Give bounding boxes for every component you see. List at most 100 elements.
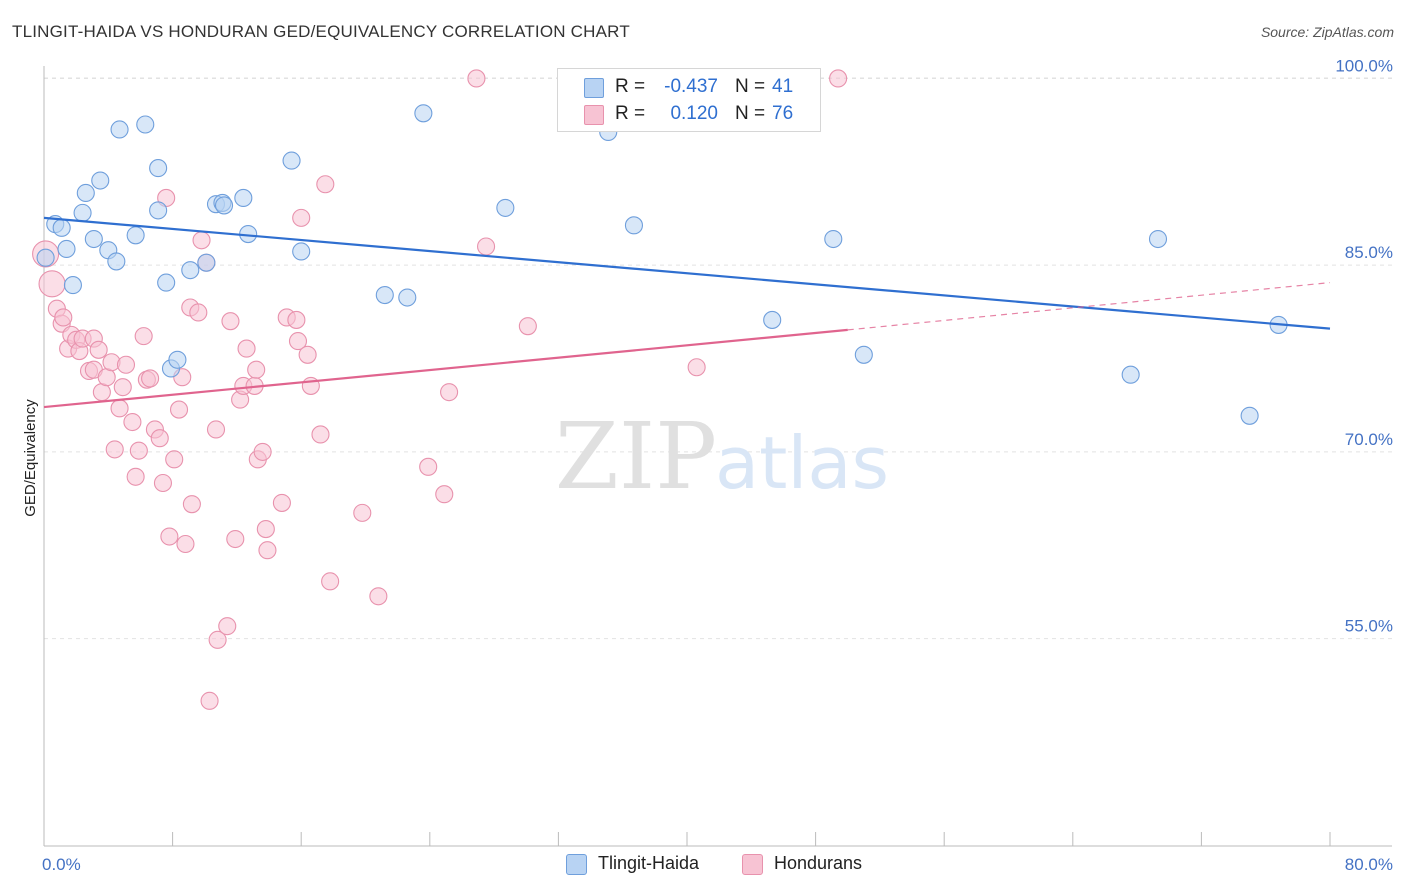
blue-swatch — [584, 78, 604, 98]
hondurans-point — [253, 442, 272, 461]
hondurans-point — [160, 527, 179, 546]
hondurans-point — [440, 383, 459, 402]
hondurans-point — [247, 360, 266, 379]
y-axis-title: GED/Equivalency — [22, 399, 39, 517]
gridlines — [44, 77, 1392, 640]
tlingit-haida-point — [824, 229, 843, 249]
hondurans-trend-extension — [847, 281, 1331, 331]
hondurans-point — [256, 520, 275, 539]
tlingit-haida-point — [624, 216, 644, 235]
tlingit-haida-point — [107, 252, 126, 271]
hondurans-point — [129, 441, 148, 460]
tlingit-haida-point — [76, 183, 95, 203]
hondurans-point — [113, 378, 132, 397]
hondurans-point — [200, 691, 219, 710]
hondurans-point — [221, 312, 240, 331]
tlingit-haida-point — [763, 310, 782, 329]
n-value: 76 — [772, 103, 794, 124]
legend-label: Hondurans — [774, 853, 863, 873]
n-value: 41 — [772, 76, 794, 97]
blue-swatch — [566, 854, 587, 875]
r-label: R = — [615, 76, 646, 97]
hondurans-point — [92, 383, 111, 402]
hondurans-point — [316, 175, 335, 194]
tlingit-haida-point — [157, 273, 176, 292]
axes — [43, 66, 1392, 847]
y-tick-label: 55.0% — [1345, 617, 1393, 636]
hondurans-point — [141, 369, 160, 388]
r-value: 0.120 — [670, 103, 718, 124]
hondurans-point — [353, 503, 372, 522]
hondurans-point — [123, 412, 142, 432]
tlingit-haida-point — [168, 350, 187, 369]
hondurans-point — [292, 208, 311, 227]
source-credit: Source: ZipAtlas.com — [1260, 24, 1394, 40]
tlingit-haida-point — [282, 151, 301, 170]
tlingit-haida-point — [149, 201, 168, 220]
hondurans-point — [38, 270, 66, 298]
r-value: -0.437 — [664, 76, 718, 97]
tlingit-haida-point — [854, 345, 873, 364]
hondurans-point — [477, 237, 496, 256]
hondurans-point — [419, 457, 438, 476]
tlingit-haida-point — [197, 253, 216, 272]
legend-label: Tlingit-Haida — [598, 853, 700, 873]
tlingit-haida-trend-line — [43, 216, 1331, 330]
hondurans-point — [134, 327, 153, 346]
hondurans-point — [176, 534, 195, 554]
hondurans-point — [288, 332, 308, 351]
n-label: N = — [735, 76, 766, 97]
hondurans-point — [182, 495, 201, 514]
tlingit-haida-point — [181, 261, 200, 280]
pink-swatch — [742, 854, 763, 875]
hondurans-point — [258, 541, 277, 560]
tick-labels: 55.0% 70.0% 85.0% 100.0% 0.0% 80.0% — [42, 56, 1393, 874]
hondurans-point — [153, 473, 173, 493]
n-label: N = — [735, 103, 766, 124]
watermark-zip: ZIP — [555, 403, 717, 510]
hondurans-point — [435, 485, 454, 504]
hondurans-point — [518, 317, 537, 336]
hondurans-point — [126, 467, 145, 486]
y-tick-label: 70.0% — [1345, 430, 1393, 449]
y-tick-label: 100.0% — [1335, 56, 1393, 75]
chart-title: TLINGIT-HAIDA VS HONDURAN GED/EQUIVALENC… — [12, 22, 630, 41]
tlingit-haida-point — [36, 248, 55, 267]
hondurans-point — [298, 345, 317, 364]
hondurans-point — [272, 493, 291, 512]
hondurans-point — [226, 529, 245, 549]
y-tick-label: 85.0% — [1345, 243, 1393, 262]
hondurans-point — [206, 420, 226, 439]
tlingit-haida-point — [234, 188, 253, 207]
tlingit-haida-point — [1121, 365, 1140, 384]
hondurans-point — [311, 425, 330, 444]
tlingit-haida-points — [36, 104, 1288, 425]
hondurans-point — [369, 587, 388, 606]
tlingit-haida-point — [126, 226, 145, 245]
hondurans-point — [110, 399, 129, 418]
hondurans-point — [321, 572, 340, 591]
hondurans-point — [208, 630, 227, 649]
tlingit-haida-point — [73, 203, 92, 222]
hondurans-point — [165, 450, 184, 469]
pink-swatch — [584, 105, 604, 125]
hondurans-point — [89, 340, 108, 359]
tlingit-haida-point — [63, 276, 82, 295]
tlingit-haida-point — [414, 104, 433, 123]
hondurans-point — [192, 231, 211, 250]
tlingit-haida-point — [214, 196, 234, 215]
hondurans-point — [237, 339, 256, 358]
tlingit-haida-point — [91, 171, 110, 190]
tlingit-haida-point — [398, 288, 417, 307]
hondurans-point — [54, 308, 73, 327]
hondurans-point — [105, 440, 124, 459]
tlingit-haida-point — [57, 239, 76, 259]
r-label: R = — [615, 103, 646, 124]
legend-row-hondurans: R = 0.120 N = 76 — [558, 101, 820, 129]
tlingit-haida-point — [1148, 229, 1168, 249]
tlingit-haida-point — [375, 285, 394, 305]
hondurans-point — [467, 69, 486, 88]
tlingit-haida-point — [136, 115, 155, 134]
legend-row-tlingit-haida: R = -0.437 N = 41 — [558, 74, 820, 102]
